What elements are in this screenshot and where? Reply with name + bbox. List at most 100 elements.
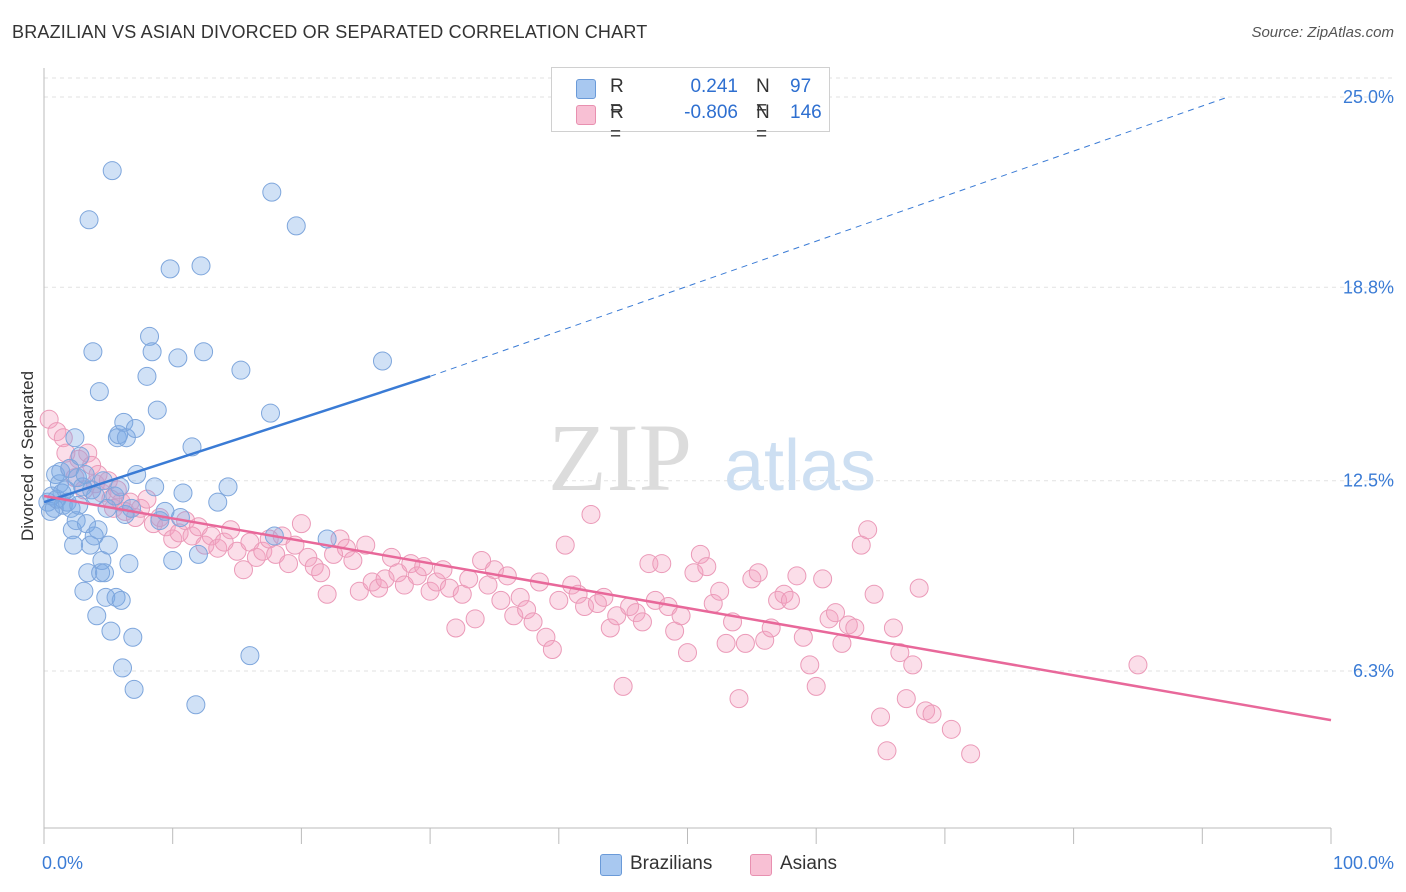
data-point (173, 483, 193, 503)
data-point (240, 646, 260, 666)
data-point (261, 403, 281, 423)
data-point (652, 554, 672, 574)
y-tick-label: 6.3% (1353, 661, 1394, 681)
data-point (632, 612, 652, 632)
chart-title: BRAZILIAN VS ASIAN DIVORCED OR SEPARATED… (12, 22, 648, 42)
brazilians-points (38, 161, 392, 715)
y-tick-label: 18.8% (1343, 277, 1394, 297)
data-point (89, 382, 109, 402)
data-point (555, 535, 575, 555)
data-point (755, 630, 775, 650)
data-point (82, 455, 102, 475)
data-point (101, 621, 121, 641)
data-point (864, 584, 884, 604)
data-point (53, 428, 73, 448)
data-point (119, 554, 139, 574)
data-point (88, 520, 108, 540)
data-point (64, 535, 84, 555)
data-point (102, 161, 122, 181)
data-point (83, 342, 103, 362)
data-point (909, 578, 929, 598)
data-point (61, 498, 81, 518)
data-point (286, 216, 306, 236)
data-point (113, 658, 133, 678)
data-point (106, 587, 126, 607)
data-point (140, 326, 160, 346)
data-point (137, 366, 157, 386)
data-point (317, 584, 337, 604)
data-point (266, 544, 286, 564)
data-point (600, 618, 620, 638)
data-point (922, 704, 942, 724)
data-point (98, 535, 118, 555)
data-point (613, 676, 633, 696)
data-point (729, 689, 749, 709)
data-point (941, 719, 961, 739)
data-point (871, 707, 891, 727)
data-point (536, 627, 556, 647)
data-point (735, 633, 755, 653)
data-point (890, 643, 910, 663)
data-point (67, 468, 87, 488)
data-point (111, 590, 131, 610)
data-point (845, 618, 865, 638)
data-point (800, 655, 820, 675)
data-point (122, 498, 142, 518)
data-point (214, 532, 234, 552)
data-point (94, 563, 114, 583)
data-point (491, 590, 511, 610)
data-point (208, 492, 228, 512)
data-point (96, 587, 116, 607)
data-point (549, 590, 569, 610)
data-point (465, 609, 485, 629)
data-point (472, 550, 492, 570)
data-point (109, 425, 129, 445)
data-point (231, 360, 251, 380)
watermark-atlas: atlas (724, 426, 876, 506)
data-point (369, 578, 389, 598)
data-point (74, 581, 94, 601)
data-point (877, 741, 897, 761)
r-label: R = (610, 102, 624, 145)
data-point (253, 541, 273, 561)
x-tick-label: 100.0% (1333, 853, 1394, 873)
data-point (114, 412, 134, 432)
data-point (716, 633, 736, 653)
data-point (218, 477, 238, 497)
data-point (671, 606, 691, 626)
data-point (298, 547, 318, 567)
data-point (961, 744, 981, 764)
data-point (883, 618, 903, 638)
x-tick-label: 0.0% (42, 853, 83, 873)
data-point (356, 535, 376, 555)
y-axis-label: Divorced or Separated (18, 371, 37, 541)
data-point (806, 676, 826, 696)
data-point (697, 557, 717, 577)
data-point (168, 348, 188, 368)
n-label: N = (756, 102, 770, 145)
data-point (233, 560, 253, 580)
data-point (372, 351, 392, 371)
data-point (394, 575, 414, 595)
data-point (710, 581, 730, 601)
data-point (594, 587, 614, 607)
data-point (46, 465, 66, 485)
data-point (78, 563, 98, 583)
data-point (858, 520, 878, 540)
data-point (188, 544, 208, 564)
data-point (446, 618, 466, 638)
data-point (523, 612, 543, 632)
data-point (163, 550, 183, 570)
data-point (780, 590, 800, 610)
y-tick-label: 12.5% (1343, 471, 1394, 491)
data-point (195, 535, 215, 555)
data-point (76, 514, 96, 534)
data-point (137, 489, 157, 509)
data-point (147, 400, 167, 420)
data-point (279, 554, 299, 574)
data-point (459, 569, 479, 589)
data-point (607, 606, 627, 626)
data-point (291, 514, 311, 534)
data-point (105, 486, 125, 506)
data-point (349, 581, 369, 601)
